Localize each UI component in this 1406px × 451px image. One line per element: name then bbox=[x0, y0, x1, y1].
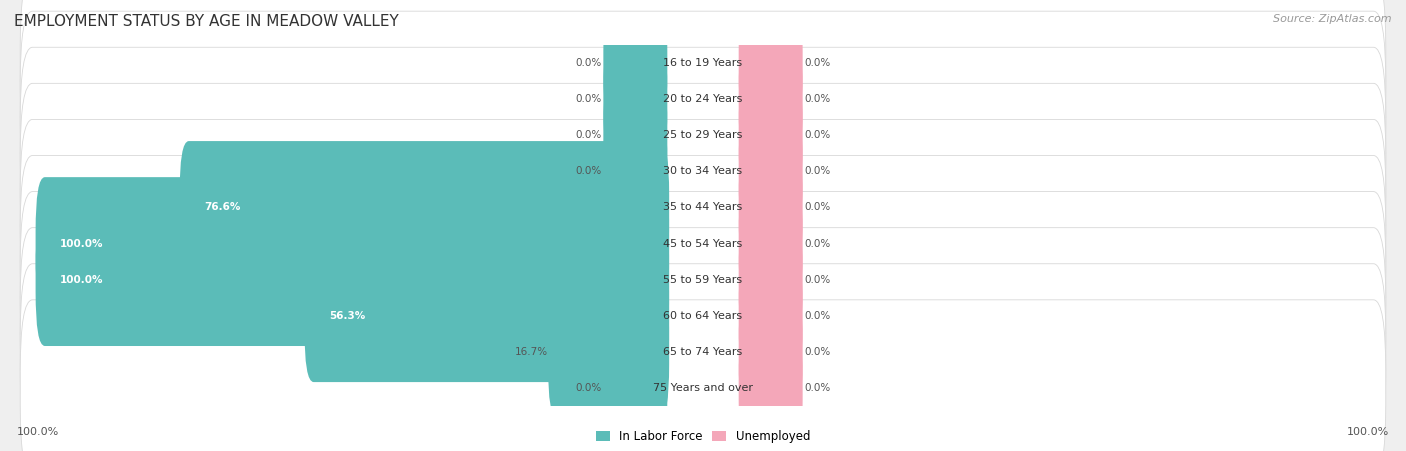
FancyBboxPatch shape bbox=[738, 80, 803, 191]
Text: 0.0%: 0.0% bbox=[575, 58, 602, 68]
FancyBboxPatch shape bbox=[20, 83, 1386, 259]
FancyBboxPatch shape bbox=[738, 260, 803, 371]
FancyBboxPatch shape bbox=[603, 332, 668, 443]
Text: 65 to 74 Years: 65 to 74 Years bbox=[664, 347, 742, 357]
Text: 55 to 59 Years: 55 to 59 Years bbox=[664, 275, 742, 285]
Text: 0.0%: 0.0% bbox=[804, 58, 831, 68]
FancyBboxPatch shape bbox=[738, 116, 803, 227]
Text: 16 to 19 Years: 16 to 19 Years bbox=[664, 58, 742, 68]
FancyBboxPatch shape bbox=[20, 11, 1386, 187]
Text: EMPLOYMENT STATUS BY AGE IN MEADOW VALLEY: EMPLOYMENT STATUS BY AGE IN MEADOW VALLE… bbox=[14, 14, 399, 28]
Text: 0.0%: 0.0% bbox=[804, 347, 831, 357]
FancyBboxPatch shape bbox=[20, 120, 1386, 295]
FancyBboxPatch shape bbox=[20, 0, 1386, 151]
Text: 0.0%: 0.0% bbox=[804, 202, 831, 212]
FancyBboxPatch shape bbox=[20, 192, 1386, 368]
Text: 35 to 44 Years: 35 to 44 Years bbox=[664, 202, 742, 212]
Text: 0.0%: 0.0% bbox=[575, 383, 602, 393]
FancyBboxPatch shape bbox=[20, 47, 1386, 223]
Text: 0.0%: 0.0% bbox=[804, 94, 831, 104]
Text: 25 to 29 Years: 25 to 29 Years bbox=[664, 130, 742, 140]
FancyBboxPatch shape bbox=[738, 224, 803, 335]
Text: 0.0%: 0.0% bbox=[575, 130, 602, 140]
FancyBboxPatch shape bbox=[738, 332, 803, 443]
FancyBboxPatch shape bbox=[603, 8, 668, 119]
Text: 56.3%: 56.3% bbox=[329, 311, 366, 321]
Text: 30 to 34 Years: 30 to 34 Years bbox=[664, 166, 742, 176]
FancyBboxPatch shape bbox=[20, 264, 1386, 440]
Text: 0.0%: 0.0% bbox=[804, 166, 831, 176]
FancyBboxPatch shape bbox=[304, 249, 669, 382]
Text: 20 to 24 Years: 20 to 24 Years bbox=[664, 94, 742, 104]
FancyBboxPatch shape bbox=[603, 44, 668, 155]
Text: 100.0%: 100.0% bbox=[60, 239, 104, 249]
FancyBboxPatch shape bbox=[180, 141, 669, 274]
Text: 0.0%: 0.0% bbox=[804, 130, 831, 140]
Text: 76.6%: 76.6% bbox=[204, 202, 240, 212]
Text: 60 to 64 Years: 60 to 64 Years bbox=[664, 311, 742, 321]
FancyBboxPatch shape bbox=[738, 296, 803, 407]
Text: Source: ZipAtlas.com: Source: ZipAtlas.com bbox=[1274, 14, 1392, 23]
Text: 0.0%: 0.0% bbox=[804, 275, 831, 285]
Text: 0.0%: 0.0% bbox=[804, 383, 831, 393]
FancyBboxPatch shape bbox=[20, 228, 1386, 404]
Legend: In Labor Force, Unemployed: In Labor Force, Unemployed bbox=[596, 430, 810, 443]
Text: 0.0%: 0.0% bbox=[804, 311, 831, 321]
FancyBboxPatch shape bbox=[20, 156, 1386, 331]
Text: 0.0%: 0.0% bbox=[575, 166, 602, 176]
FancyBboxPatch shape bbox=[738, 8, 803, 119]
Text: 0.0%: 0.0% bbox=[804, 239, 831, 249]
Text: 100.0%: 100.0% bbox=[17, 428, 59, 437]
Text: 0.0%: 0.0% bbox=[575, 94, 602, 104]
Text: 100.0%: 100.0% bbox=[1347, 428, 1389, 437]
Text: 75 Years and over: 75 Years and over bbox=[652, 383, 754, 393]
FancyBboxPatch shape bbox=[603, 80, 668, 191]
FancyBboxPatch shape bbox=[738, 44, 803, 155]
FancyBboxPatch shape bbox=[738, 152, 803, 263]
FancyBboxPatch shape bbox=[35, 177, 669, 310]
FancyBboxPatch shape bbox=[603, 116, 668, 227]
FancyBboxPatch shape bbox=[20, 300, 1386, 451]
FancyBboxPatch shape bbox=[738, 188, 803, 299]
Text: 100.0%: 100.0% bbox=[60, 275, 104, 285]
FancyBboxPatch shape bbox=[35, 213, 669, 346]
Text: 45 to 54 Years: 45 to 54 Years bbox=[664, 239, 742, 249]
Text: 16.7%: 16.7% bbox=[515, 347, 548, 357]
FancyBboxPatch shape bbox=[548, 285, 669, 418]
